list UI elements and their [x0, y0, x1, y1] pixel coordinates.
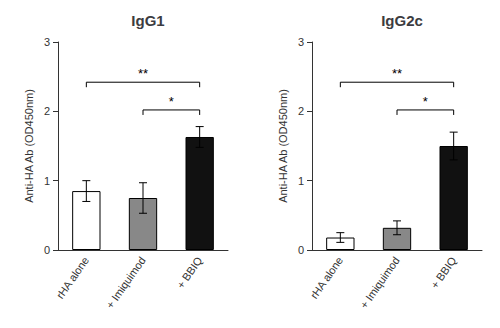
svg-text:*: * — [423, 94, 428, 109]
svg-text:*: * — [169, 94, 174, 109]
svg-text:IgG1: IgG1 — [131, 12, 164, 29]
svg-text:rHA alone: rHA alone — [308, 255, 346, 301]
svg-text:Anti-HA Ab (OD450nm): Anti-HA Ab (OD450nm) — [23, 89, 35, 203]
svg-text:3: 3 — [44, 36, 50, 48]
svg-text:+ BBIQ: + BBIQ — [428, 254, 459, 291]
svg-text:rHA alone: rHA alone — [54, 255, 92, 301]
svg-text:1: 1 — [44, 175, 50, 187]
svg-text:+ Imiquimod: + Imiquimod — [104, 255, 148, 311]
svg-text:IgG2c: IgG2c — [381, 12, 423, 29]
svg-text:**: ** — [392, 66, 402, 81]
svg-text:+ Imiquimod: + Imiquimod — [358, 255, 402, 311]
svg-text:+ BBIQ: + BBIQ — [174, 254, 205, 291]
svg-text:Anti-HA Ab (OD450nm): Anti-HA Ab (OD450nm) — [277, 89, 289, 203]
svg-text:0: 0 — [298, 244, 304, 256]
svg-text:1: 1 — [298, 175, 304, 187]
svg-text:3: 3 — [298, 36, 304, 48]
svg-text:2: 2 — [44, 105, 50, 117]
svg-text:0: 0 — [44, 244, 50, 256]
svg-text:**: ** — [138, 66, 148, 81]
svg-text:2: 2 — [298, 105, 304, 117]
